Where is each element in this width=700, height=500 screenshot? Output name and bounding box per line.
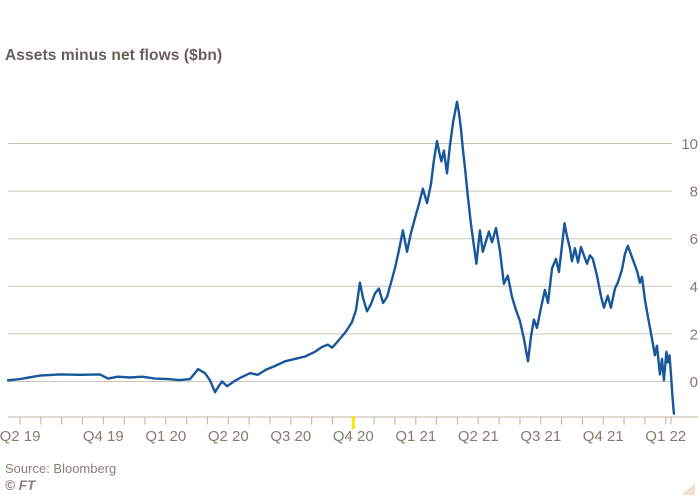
- source-label: Source: Bloomberg: [5, 461, 117, 476]
- y-tick-label: 8: [690, 184, 698, 201]
- ft-corner-triangle-icon: [681, 483, 695, 495]
- series-line: [6, 100, 676, 415]
- x-tick-label: Q3 20: [270, 428, 311, 445]
- x-tick-label: Q1 21: [395, 428, 436, 445]
- x-tick-label: Q4 20: [333, 428, 374, 445]
- x-tick-label: Q2 20: [208, 428, 249, 445]
- x-tick-label: Q3 21: [520, 428, 561, 445]
- y-tick-label: 2: [690, 326, 698, 343]
- x-tick-label: Q2 19: [0, 428, 40, 445]
- ft-copyright: © FT: [5, 478, 36, 493]
- x-tick-label: Q4 19: [83, 428, 124, 445]
- chart-subtitle: Assets minus net flows ($bn): [5, 47, 223, 64]
- x-tick-label: Q1 22: [645, 428, 686, 445]
- x-tick-label: Q1 20: [145, 428, 186, 445]
- x-tick-label: Q4 21: [583, 428, 624, 445]
- x-tick-label: Q2 21: [458, 428, 499, 445]
- y-tick-label: 4: [690, 279, 698, 296]
- y-tick-label: 6: [690, 231, 698, 248]
- y-tick-label: 10: [681, 136, 698, 153]
- y-tick-label: 0: [690, 374, 698, 391]
